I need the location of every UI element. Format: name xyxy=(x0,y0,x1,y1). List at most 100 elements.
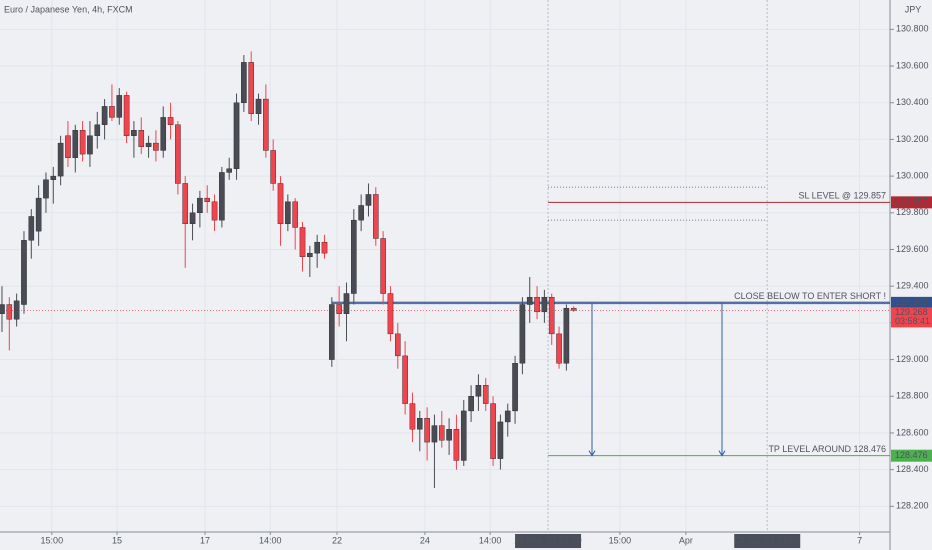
candle-body xyxy=(79,130,86,155)
candle-body xyxy=(0,304,5,314)
candle-body xyxy=(460,410,467,461)
candle-body xyxy=(373,194,379,239)
x-tick-label: 14:00 xyxy=(259,535,282,545)
price-tag-label: 128.476 xyxy=(895,450,928,460)
candle-body xyxy=(21,240,27,305)
chart-title: Euro / Japanese Yen, 4h, FXCM xyxy=(4,4,133,14)
candle-body xyxy=(512,363,518,412)
candle-body xyxy=(343,293,350,314)
candle-body xyxy=(526,296,533,305)
y-tick-label: 129.000 xyxy=(896,354,929,364)
candle-body xyxy=(87,135,93,155)
candle-body xyxy=(270,150,276,184)
candle-body xyxy=(153,142,159,151)
candle-body xyxy=(497,421,504,459)
level-label: CLOSE BELOW TO ENTER SHORT ! xyxy=(734,291,886,301)
candle-body xyxy=(314,241,320,254)
price-tag-label: 129.857 xyxy=(895,197,928,207)
candle-body xyxy=(248,62,254,114)
candle-body xyxy=(307,252,313,258)
candle-body xyxy=(50,175,57,180)
candle-body xyxy=(358,205,364,221)
candle-body xyxy=(541,296,548,313)
candle-body xyxy=(277,183,284,225)
candle-body xyxy=(175,124,181,184)
candle-body xyxy=(292,201,298,228)
price-tag xyxy=(891,296,932,309)
candle-body xyxy=(13,300,20,320)
currency-label: JPY xyxy=(905,4,922,14)
candle-body xyxy=(138,130,145,147)
candle-body xyxy=(241,62,247,103)
candle-body xyxy=(431,425,438,443)
candle-body xyxy=(453,429,460,461)
candle-body xyxy=(556,333,562,364)
y-tick-label: 129.400 xyxy=(896,281,929,291)
candle-body xyxy=(263,98,269,151)
candle-body xyxy=(519,304,526,364)
candle-body xyxy=(145,142,152,147)
candle-body xyxy=(387,293,394,335)
x-tick-label: Apr xyxy=(679,535,693,545)
x-tick-label: 15:00 xyxy=(41,535,64,545)
y-tick-label: 130.400 xyxy=(896,97,929,107)
candle-body xyxy=(490,403,496,459)
y-tick-label: 128.800 xyxy=(896,391,929,401)
candle-body xyxy=(189,212,196,225)
candle-body xyxy=(204,197,211,202)
candle-body xyxy=(504,410,511,423)
candle-body xyxy=(299,227,306,258)
y-tick-label: 129.600 xyxy=(896,244,929,254)
x-tick-label: 14:00 xyxy=(479,535,502,545)
candle-body xyxy=(167,117,174,125)
candle-body xyxy=(182,183,189,225)
candle-body xyxy=(446,429,452,441)
candle-body xyxy=(285,201,291,225)
candle-body xyxy=(197,197,203,214)
candle-body xyxy=(380,238,386,294)
candle-body xyxy=(65,135,71,158)
x-tick-label: 15 xyxy=(112,535,122,545)
candle-body xyxy=(116,95,123,118)
candle-body xyxy=(109,106,115,118)
x-tick-label: 17 xyxy=(200,535,210,545)
candle-body xyxy=(219,172,225,221)
candle-body xyxy=(101,106,108,125)
current-price-tag xyxy=(891,307,932,328)
x-tick-label: 22 xyxy=(332,535,342,545)
y-tick-label: 128.600 xyxy=(896,427,929,437)
x-tick-label: 15:00 xyxy=(609,535,632,545)
price-tag xyxy=(891,449,932,462)
level-label: TP LEVEL AROUND 128.476 xyxy=(768,444,886,454)
y-tick-label: 130.800 xyxy=(896,24,929,34)
y-tick-label: 130.200 xyxy=(896,134,929,144)
candle-body xyxy=(468,396,474,412)
candle-body xyxy=(416,418,423,430)
candle-body xyxy=(28,216,35,241)
y-tick-label: 130.000 xyxy=(896,170,929,180)
candle-body xyxy=(548,296,555,335)
candle-body xyxy=(329,304,335,360)
candle-body xyxy=(233,102,240,169)
candle-body xyxy=(226,168,233,173)
candle-body xyxy=(365,194,372,206)
marker-tag-label: 04 Apr '21 23:00 xyxy=(735,535,800,545)
y-tick-label: 128.200 xyxy=(896,501,929,511)
candle-body xyxy=(563,307,570,364)
y-tick-label: 130.600 xyxy=(896,60,929,70)
candle-body xyxy=(43,179,49,199)
x-tick-label: 24 xyxy=(420,535,430,545)
candle-body xyxy=(72,130,79,158)
candle-body xyxy=(402,355,408,404)
candle-body xyxy=(570,307,577,311)
candle-body xyxy=(351,219,357,294)
candle-body xyxy=(409,403,416,430)
candle-body xyxy=(57,142,64,177)
candle-body xyxy=(160,117,167,151)
candle-body xyxy=(123,95,130,136)
x-tick-label: 7 xyxy=(857,535,862,545)
marker-tag xyxy=(515,534,582,548)
candle-body xyxy=(534,296,540,313)
